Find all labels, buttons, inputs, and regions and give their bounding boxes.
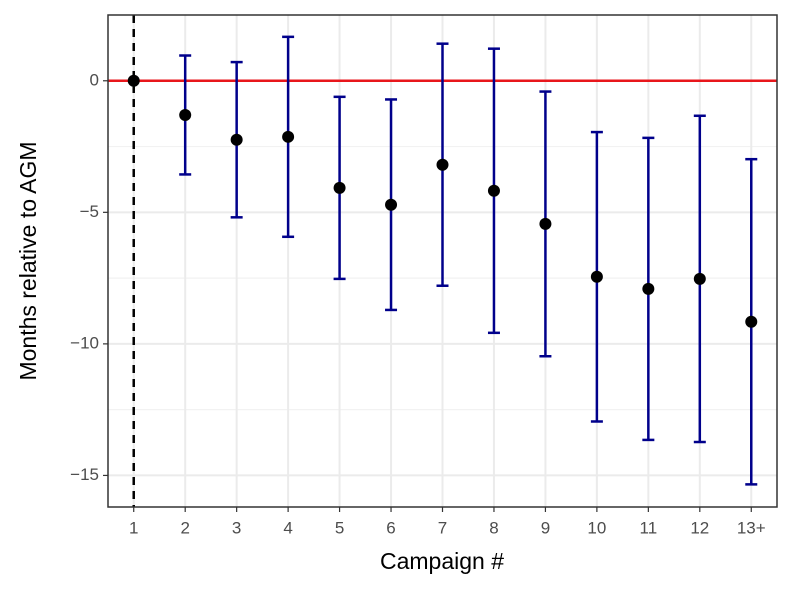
point (230, 133, 243, 146)
point (282, 130, 295, 143)
y-tick-label: −10 (70, 333, 99, 352)
point (642, 282, 655, 295)
x-tick-label: 5 (335, 518, 344, 537)
y-tick-label: 0 (90, 70, 99, 89)
point (539, 217, 552, 230)
x-tick-label: 10 (587, 518, 606, 537)
x-tick-label: 3 (232, 518, 241, 537)
x-tick-label: 1 (129, 518, 138, 537)
point (590, 270, 603, 283)
x-tick-label: 2 (180, 518, 189, 537)
point (745, 315, 758, 328)
panel-border (107, 14, 778, 508)
x-tick-label: 8 (489, 518, 498, 537)
x-tick-label: 6 (386, 518, 395, 537)
x-tick-label: 13+ (737, 518, 766, 537)
y-axis-title: Months relative to AGM (15, 141, 41, 380)
point (179, 108, 192, 121)
x-tick-label: 11 (640, 518, 658, 537)
point (127, 74, 140, 87)
point (487, 184, 500, 197)
point (693, 272, 706, 285)
x-tick-label: 12 (690, 518, 709, 537)
x-tick-label: 4 (283, 518, 292, 537)
y-tick-label: −5 (80, 202, 99, 221)
x-tick-label: 9 (541, 518, 550, 537)
point (385, 198, 398, 211)
x-tick-label: 7 (438, 518, 447, 537)
point (333, 181, 346, 194)
point (436, 158, 449, 171)
y-tick-label: −15 (70, 465, 99, 484)
x-axis-title: Campaign # (380, 548, 504, 574)
